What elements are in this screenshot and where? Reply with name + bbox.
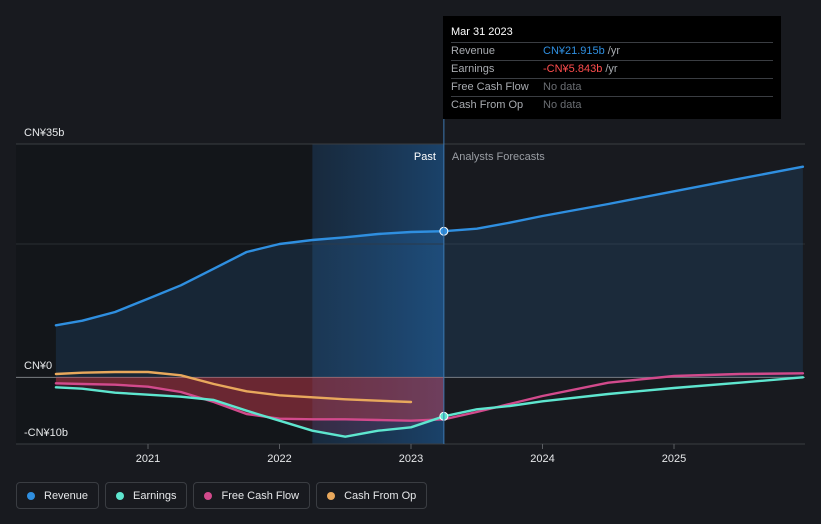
- legend-label: Free Cash Flow: [221, 489, 300, 502]
- legend-label: Cash From Op: [344, 489, 417, 502]
- legend-item-free-cash-flow[interactable]: Free Cash Flow: [193, 482, 311, 509]
- free-cash-flow-line: [54, 372, 805, 422]
- tooltip-row-revenue: Revenue CN¥21.915b /yr: [451, 42, 773, 60]
- tooltip-row-value: No data: [543, 99, 582, 111]
- tooltip: Mar 31 2023 Revenue CN¥21.915b /yr Earni…: [443, 16, 781, 119]
- legend-label: Revenue: [44, 489, 89, 502]
- cash-from-op-line: [54, 370, 413, 404]
- tooltip-row-free-cash-flow: Free Cash Flow No data: [451, 78, 773, 96]
- forecast-label: Analysts Forecasts: [452, 151, 545, 163]
- series-lines: [54, 165, 805, 438]
- highlight-region: [312, 144, 444, 444]
- revenue-line: [54, 165, 805, 327]
- past-label: Past: [414, 151, 436, 163]
- tooltip-row-unit: /yr: [607, 45, 621, 57]
- x-axis-ticks: 2021 2022 2023 2024 2025: [136, 444, 686, 465]
- y-axis-label-zero: CN¥0: [24, 360, 52, 372]
- tooltip-date: Mar 31 2023: [451, 26, 513, 38]
- x-tick-label: 2021: [136, 453, 160, 465]
- free-cash-flow-area: [55, 377, 444, 421]
- y-axis-label-top: CN¥35b: [24, 127, 64, 139]
- legend-item-cash-from-op[interactable]: Cash From Op: [316, 482, 428, 509]
- x-tick-label: 2023: [399, 453, 423, 465]
- tooltip-row-value: CN¥21.915b: [543, 45, 605, 57]
- earnings-area: [55, 377, 444, 437]
- tooltip-row-value: -CN¥5.843b: [543, 63, 603, 75]
- revenue-dot-icon: [27, 491, 35, 500]
- tooltip-row-label: Earnings: [451, 63, 495, 75]
- tooltip-row-value: No data: [543, 81, 582, 93]
- revenue-area: [55, 166, 803, 378]
- tooltip-row-earnings: Earnings -CN¥5.843b /yr: [451, 60, 773, 78]
- earnings-line: [54, 376, 805, 438]
- legend-label: Earnings: [133, 489, 177, 502]
- x-tick-label: 2025: [662, 453, 686, 465]
- tooltip-row-label: Revenue: [451, 45, 496, 57]
- tooltip-row-unit: /yr: [605, 63, 618, 75]
- free-cash-flow-dot-icon: [204, 491, 213, 500]
- tooltip-row-label: Free Cash Flow: [451, 81, 529, 93]
- legend-item-earnings[interactable]: Earnings: [105, 482, 188, 509]
- cash-from-op-dot-icon: [327, 491, 336, 500]
- series-areas: [55, 166, 803, 437]
- y-axis-label-bottom: -CN¥10b: [24, 427, 68, 439]
- legend-item-revenue[interactable]: Revenue: [16, 482, 100, 509]
- earnings-dot-icon: [116, 491, 125, 500]
- tooltip-row-label: Cash From Op: [451, 99, 524, 111]
- x-tick-label: 2024: [530, 453, 554, 465]
- x-tick-label: 2022: [267, 453, 291, 465]
- tooltip-row-cash-from-op: Cash From Op No data: [451, 96, 773, 114]
- legend: Revenue Earnings Free Cash Flow Cash Fro…: [16, 482, 428, 511]
